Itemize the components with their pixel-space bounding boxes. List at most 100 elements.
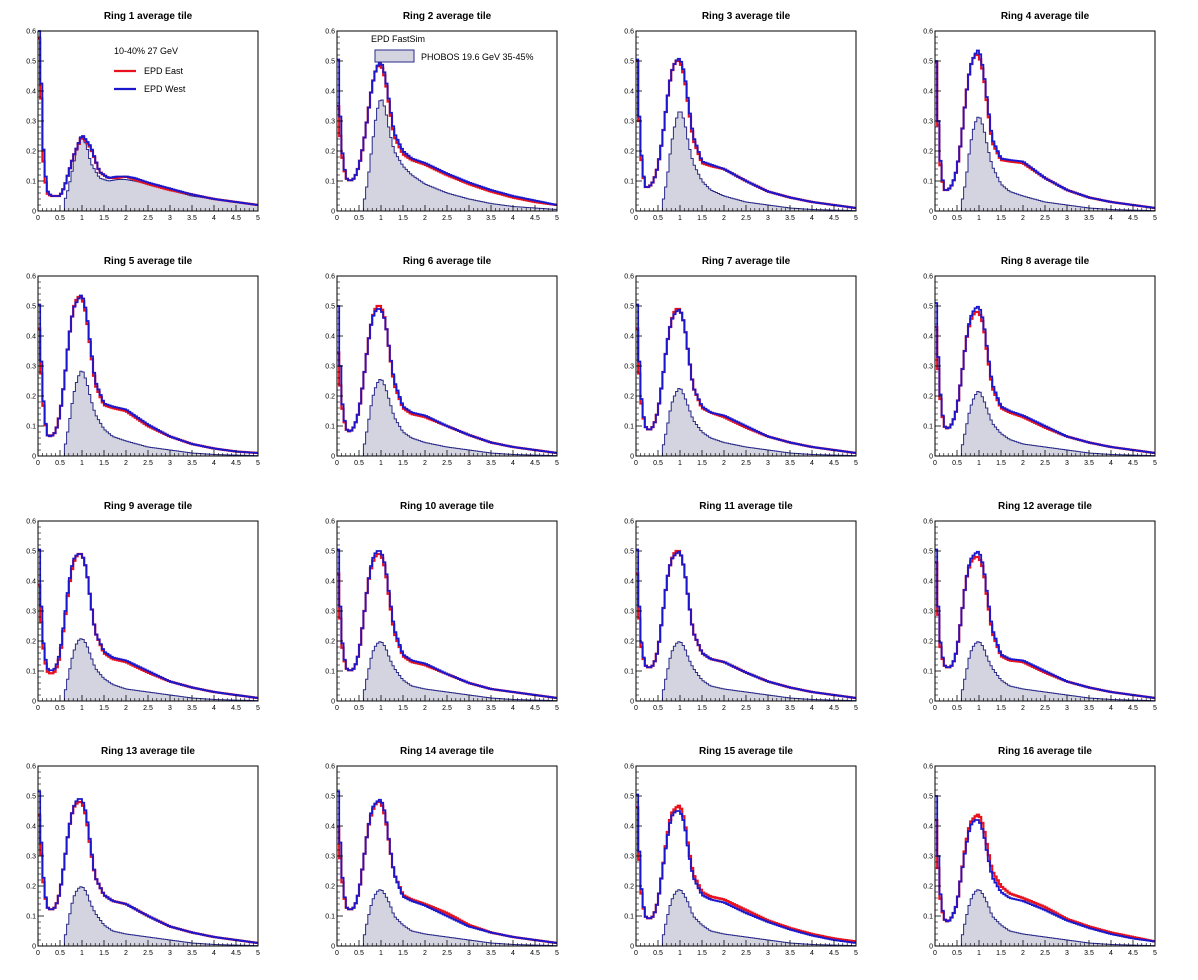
x-tick-label: 2.5 bbox=[442, 215, 452, 222]
chart-svg: Ring 12 average tile 0 0.5 1 1.5 2 2.5 3 3.5 4 4.5… bbox=[923, 501, 1157, 712]
x-tick-label: 0 bbox=[933, 705, 937, 712]
y-tick-label: 0.2 bbox=[26, 149, 36, 156]
y-tick-label: 0.5 bbox=[26, 304, 36, 311]
series-epd-west bbox=[337, 548, 557, 699]
chart-svg: Ring 11 average tile 0 0.5 1 1.5 2 2.5 3 3.5 4 4.5… bbox=[624, 501, 858, 712]
y-tick-label: 0 bbox=[32, 209, 36, 216]
chart-title: Ring 13 average tile bbox=[101, 746, 195, 757]
x-tick-label: 2 bbox=[423, 460, 427, 467]
x-tick-label: 3.5 bbox=[187, 460, 197, 467]
y-tick-label: 0.2 bbox=[923, 394, 933, 401]
chart-title: Ring 10 average tile bbox=[400, 501, 494, 512]
chart-title: Ring 2 average tile bbox=[403, 11, 492, 22]
chart-panel-ring-14: Ring 14 average tile 0 0.5 1 1.5 2 2.5 3 3.5 4 4.5… bbox=[299, 735, 598, 980]
x-tick-label: 5 bbox=[256, 460, 260, 467]
y-tick-label: 0.3 bbox=[923, 364, 933, 371]
y-tick-label: 0.6 bbox=[923, 274, 933, 281]
x-tick-label: 0.5 bbox=[653, 215, 663, 222]
x-tick-label: 4.5 bbox=[829, 215, 839, 222]
x-tick-label: 1 bbox=[379, 950, 383, 957]
x-tick-label: 4 bbox=[511, 705, 515, 712]
y-tick-label: 0.4 bbox=[26, 89, 36, 96]
y-tick-label: 0.2 bbox=[923, 639, 933, 646]
x-tick-label: 5 bbox=[1153, 460, 1157, 467]
x-tick-label: 2.5 bbox=[143, 460, 153, 467]
x-tick-label: 3 bbox=[467, 950, 471, 957]
y-tick-label: 0 bbox=[630, 209, 634, 216]
legend-header: 10-40% 27 GeV bbox=[114, 46, 178, 56]
y-tick-label: 0.5 bbox=[624, 304, 634, 311]
chart-title: Ring 9 average tile bbox=[104, 501, 193, 512]
y-tick-label: 0.5 bbox=[325, 794, 335, 801]
chart-svg: Ring 4 average tile 0 0.5 1 1.5 2 2.5 3 3.5 4 4.5 5… bbox=[923, 11, 1157, 222]
y-tick-label: 0.3 bbox=[26, 364, 36, 371]
series-epd-west bbox=[935, 49, 1155, 209]
chart-panel-ring-11: Ring 11 average tile 0 0.5 1 1.5 2 2.5 3 3.5 4 4.5… bbox=[598, 490, 897, 735]
x-tick-label: 2 bbox=[722, 950, 726, 957]
x-tick-label: 4.5 bbox=[1128, 215, 1138, 222]
y-tick-label: 0.3 bbox=[26, 609, 36, 616]
chart-svg: Ring 2 average tile 0 0.5 1 1.5 2 2.5 3 3.5 4 4.5 5… bbox=[325, 11, 559, 222]
y-tick-label: 0.2 bbox=[325, 394, 335, 401]
x-tick-label: 4.5 bbox=[231, 950, 241, 957]
chart-svg: Ring 1 average tile 0 0.5 1 1.5 2 2.5 3 3.5 4 4.5 5… bbox=[26, 11, 260, 222]
y-tick-label: 0.2 bbox=[325, 639, 335, 646]
chart-title: Ring 3 average tile bbox=[702, 11, 791, 22]
x-tick-label: 1.5 bbox=[697, 215, 707, 222]
x-tick-label: 5 bbox=[1153, 215, 1157, 222]
y-tick-label: 0.3 bbox=[624, 364, 634, 371]
y-tick-label: 0.2 bbox=[923, 149, 933, 156]
y-tick-label: 0.3 bbox=[325, 854, 335, 861]
x-tick-label: 3.5 bbox=[187, 215, 197, 222]
y-tick-label: 0.1 bbox=[624, 914, 634, 921]
y-tick-label: 0.5 bbox=[26, 549, 36, 556]
x-tick-label: 2.5 bbox=[1040, 705, 1050, 712]
x-tick-label: 1.5 bbox=[996, 460, 1006, 467]
y-tick-label: 0.2 bbox=[26, 394, 36, 401]
y-tick-label: 0 bbox=[331, 699, 335, 706]
x-tick-label: 3 bbox=[766, 215, 770, 222]
chart-panel-ring-10: Ring 10 average tile 0 0.5 1 1.5 2 2.5 3 3.5 4 4.5… bbox=[299, 490, 598, 735]
y-tick-label: 0.1 bbox=[923, 669, 933, 676]
x-tick-label: 3 bbox=[168, 705, 172, 712]
chart-title: Ring 12 average tile bbox=[998, 501, 1092, 512]
chart-title: Ring 4 average tile bbox=[1001, 11, 1090, 22]
chart-svg: Ring 15 average tile 0 0.5 1 1.5 2 2.5 3 3.5 4 4.5… bbox=[624, 746, 858, 957]
x-tick-label: 1.5 bbox=[697, 950, 707, 957]
chart-panel-ring-1: Ring 1 average tile 0 0.5 1 1.5 2 2.5 3 3.5 4 4.5 5… bbox=[0, 0, 299, 245]
series-epd-west bbox=[38, 294, 258, 454]
y-tick-label: 0.3 bbox=[923, 609, 933, 616]
y-tick-label: 0.2 bbox=[624, 149, 634, 156]
x-tick-label: 4.5 bbox=[530, 460, 540, 467]
x-tick-label: 4 bbox=[511, 950, 515, 957]
x-tick-label: 2 bbox=[124, 460, 128, 467]
x-tick-label: 4.5 bbox=[829, 460, 839, 467]
chart-panel-ring-16: Ring 16 average tile 0 0.5 1 1.5 2 2.5 3 3.5 4 4.5… bbox=[897, 735, 1196, 980]
x-tick-label: 1.5 bbox=[99, 705, 109, 712]
series-epd-west bbox=[337, 58, 557, 206]
y-tick-label: 0.1 bbox=[624, 669, 634, 676]
x-tick-label: 2.5 bbox=[741, 705, 751, 712]
x-tick-label: 2 bbox=[722, 215, 726, 222]
x-tick-label: 0 bbox=[933, 460, 937, 467]
x-tick-label: 4.5 bbox=[829, 705, 839, 712]
y-tick-label: 0.3 bbox=[923, 119, 933, 126]
y-tick-label: 0.1 bbox=[325, 179, 335, 186]
x-tick-label: 5 bbox=[1153, 705, 1157, 712]
legend-east-label: EPD East bbox=[144, 66, 184, 76]
x-tick-label: 4 bbox=[212, 705, 216, 712]
x-tick-label: 4 bbox=[212, 950, 216, 957]
x-tick-label: 5 bbox=[854, 460, 858, 467]
x-tick-label: 0 bbox=[36, 460, 40, 467]
x-tick-label: 4.5 bbox=[1128, 705, 1138, 712]
chart-title: Ring 5 average tile bbox=[104, 256, 193, 267]
x-tick-label: 3.5 bbox=[785, 950, 795, 957]
x-tick-label: 2 bbox=[124, 950, 128, 957]
series-epd-west bbox=[636, 303, 856, 454]
x-tick-label: 3.5 bbox=[486, 215, 496, 222]
y-tick-label: 0.6 bbox=[923, 764, 933, 771]
y-tick-label: 0.4 bbox=[26, 824, 36, 831]
y-tick-label: 0 bbox=[32, 699, 36, 706]
y-tick-label: 0.4 bbox=[923, 334, 933, 341]
